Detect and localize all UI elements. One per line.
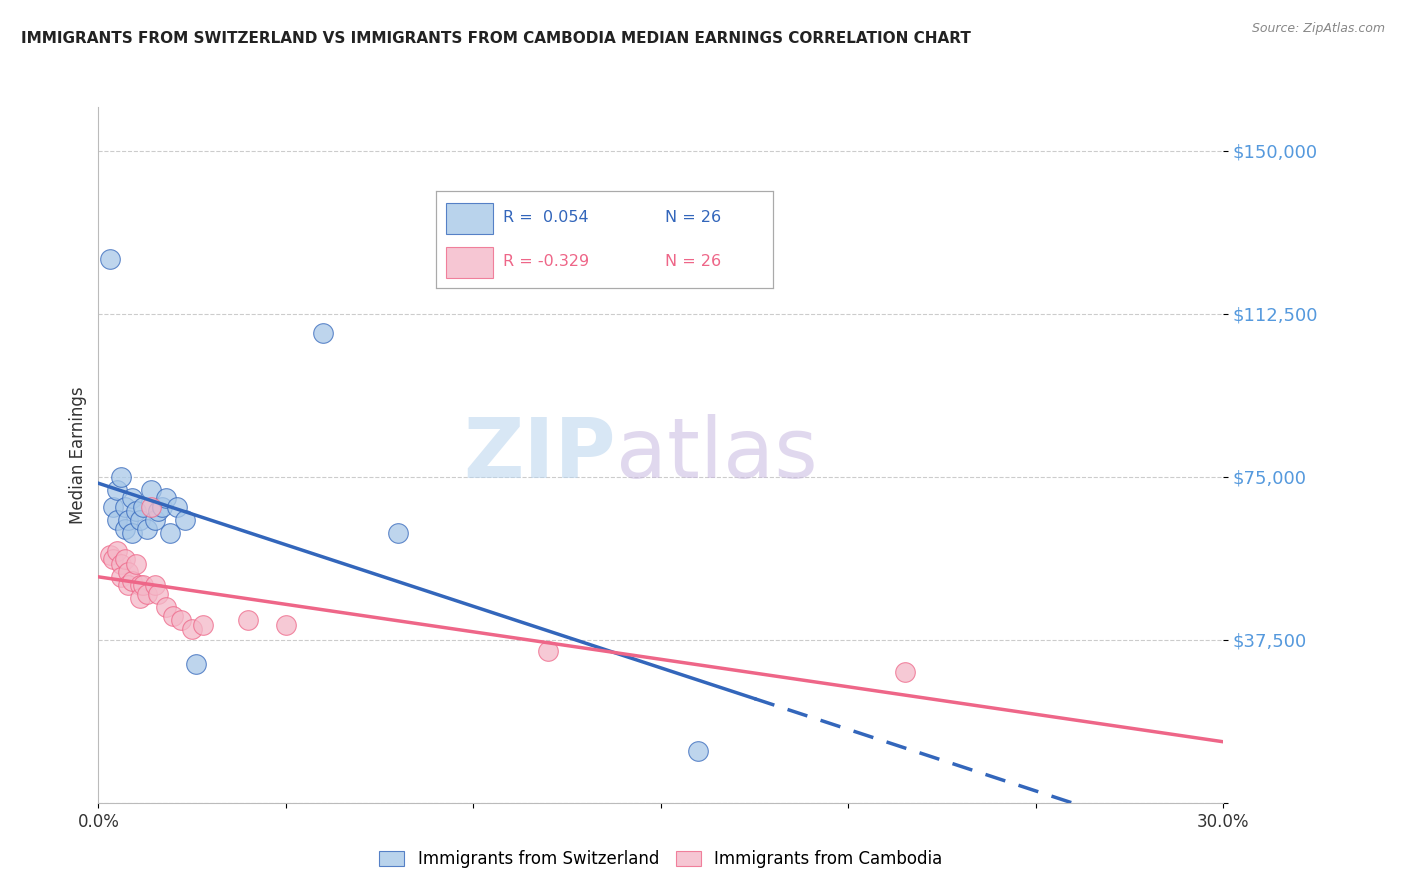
Point [170,613,193,627]
Point [238,613,260,627]
Text: ZIP: ZIP [464,415,616,495]
Point [105,483,128,497]
Point [114,522,136,536]
Point [114,500,136,514]
Point [98,548,121,562]
Point [125,504,148,518]
Point [159,526,181,541]
Point [128,591,150,606]
Point [117,513,139,527]
Point [688,744,710,758]
Point [132,500,155,514]
Point [136,522,159,536]
Point [117,566,139,580]
Text: atlas: atlas [616,415,817,495]
Point [110,469,132,483]
Point [132,578,155,592]
Point [893,665,915,680]
Point [143,578,166,592]
Point [110,557,132,571]
Point [105,513,128,527]
Point [193,617,215,632]
Point [155,491,177,506]
Point [121,526,143,541]
Point [387,526,409,541]
Point [121,491,143,506]
Point [103,552,125,566]
Point [139,483,162,497]
Point [105,543,128,558]
Point [139,500,162,514]
Legend: Immigrants from Switzerland, Immigrants from Cambodia: Immigrants from Switzerland, Immigrants … [373,843,949,874]
Point [125,557,148,571]
Point [166,500,188,514]
Point [155,600,177,615]
Point [143,513,166,527]
Point [274,617,297,632]
Point [121,574,143,588]
Point [312,326,335,341]
Point [148,504,170,518]
Point [117,578,139,592]
Y-axis label: Median Earnings: Median Earnings [69,386,87,524]
Point [181,622,204,636]
Point [173,513,195,527]
Point [537,643,560,657]
Point [128,513,150,527]
Point [162,608,184,623]
Point [110,570,132,584]
Text: Source: ZipAtlas.com: Source: ZipAtlas.com [1251,22,1385,36]
Point [103,500,125,514]
Point [148,587,170,601]
Point [114,552,136,566]
Point [184,657,207,671]
Text: IMMIGRANTS FROM SWITZERLAND VS IMMIGRANTS FROM CAMBODIA MEDIAN EARNINGS CORRELAT: IMMIGRANTS FROM SWITZERLAND VS IMMIGRANT… [21,31,972,46]
Point [136,587,159,601]
Point [98,252,121,267]
Point [150,500,173,514]
Point [128,578,150,592]
